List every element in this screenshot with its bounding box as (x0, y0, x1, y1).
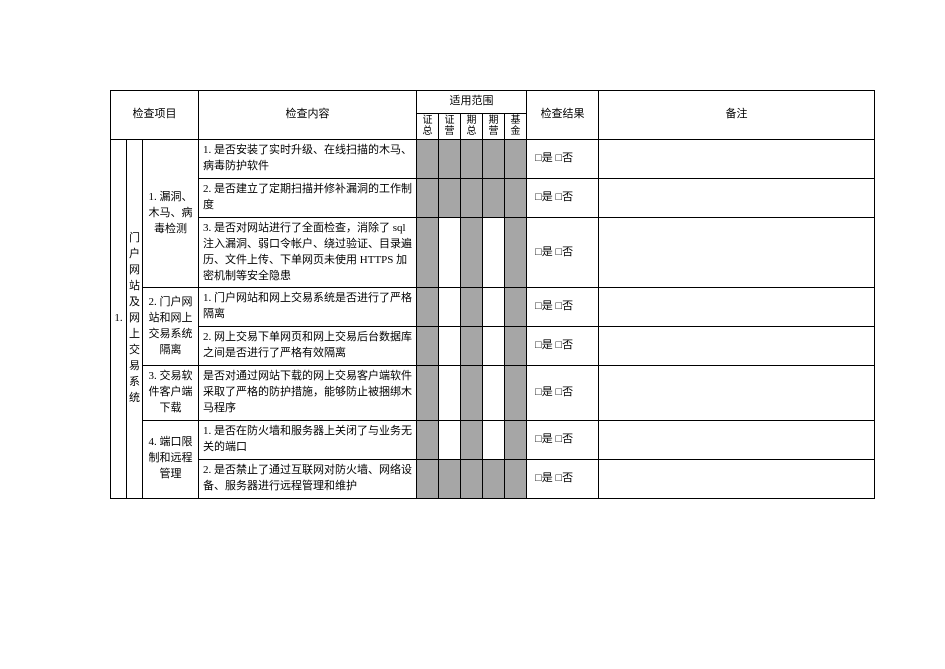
header-row-1: 检查项目 检查内容 适用范围 检查结果 备注 (111, 91, 875, 114)
table-row: 1. 门户网站及网上交易系统 1. 漏洞、木马、病毒检测 1. 是否安装了实时升… (111, 139, 875, 178)
remarks-cell (599, 178, 875, 217)
scope-cell (483, 421, 505, 460)
scope-cell (417, 366, 439, 421)
scope-cell (505, 217, 527, 288)
col-remarks: 备注 (599, 91, 875, 140)
remarks-cell (599, 139, 875, 178)
result-cell: □是 □否 (527, 459, 599, 498)
result-cell: □是 □否 (527, 139, 599, 178)
scope-cell (505, 366, 527, 421)
scope-cell (483, 139, 505, 178)
content-cell: 1. 是否安装了实时升级、在线扫描的木马、病毒防护软件 (199, 139, 417, 178)
scope-cell (417, 459, 439, 498)
scope-cell (505, 288, 527, 327)
table-row: 3. 是否对网站进行了全面检查，消除了 sql 注入漏洞、弱口令帐户、绕过验证、… (111, 217, 875, 288)
scope-cell (461, 139, 483, 178)
section-name: 门户网站及网上交易系统 (127, 139, 143, 498)
scope-cell (505, 178, 527, 217)
scope-cell (483, 217, 505, 288)
scope-cell (505, 139, 527, 178)
scope-cell (483, 459, 505, 498)
scope-cell (417, 288, 439, 327)
scope-cell (439, 217, 461, 288)
sub-4: 4. 端口限制和远程管理 (143, 421, 199, 499)
table-row: 2. 网上交易下单网页和网上交易后台数据库之间是否进行了严格有效隔离 □是 □否 (111, 327, 875, 366)
scope-cell (461, 421, 483, 460)
checklist-table: 检查项目 检查内容 适用范围 检查结果 备注 证总 证营 期总 期营 基金 1.… (110, 90, 875, 499)
remarks-cell (599, 421, 875, 460)
result-cell: □是 □否 (527, 178, 599, 217)
result-cell: □是 □否 (527, 288, 599, 327)
content-cell: 2. 是否建立了定期扫描并修补漏洞的工作制度 (199, 178, 417, 217)
scope-col-3: 期总 (461, 113, 483, 139)
scope-cell (505, 459, 527, 498)
scope-cell (505, 327, 527, 366)
sub-2: 2. 门户网站和网上交易系统隔离 (143, 288, 199, 366)
col-scope: 适用范围 (417, 91, 527, 114)
table-row: 3. 交易软件客户端下载 是否对通过网站下载的网上交易客户端软件采取了严格的防护… (111, 366, 875, 421)
result-cell: □是 □否 (527, 366, 599, 421)
scope-cell (417, 327, 439, 366)
remarks-cell (599, 366, 875, 421)
scope-col-2: 证营 (439, 113, 461, 139)
sub-1: 1. 漏洞、木马、病毒检测 (143, 139, 199, 288)
col-content: 检查内容 (199, 91, 417, 140)
remarks-cell (599, 327, 875, 366)
scope-cell (483, 288, 505, 327)
scope-cell (439, 178, 461, 217)
result-cell: □是 □否 (527, 217, 599, 288)
col-project: 检查项目 (111, 91, 199, 140)
scope-col-1: 证总 (417, 113, 439, 139)
section-number: 1. (111, 139, 127, 498)
scope-col-5: 基金 (505, 113, 527, 139)
scope-cell (439, 288, 461, 327)
scope-cell (461, 178, 483, 217)
content-cell: 是否对通过网站下载的网上交易客户端软件采取了严格的防护措施，能够防止被捆绑木马程… (199, 366, 417, 421)
scope-cell (439, 139, 461, 178)
scope-cell (461, 288, 483, 327)
result-cell: □是 □否 (527, 421, 599, 460)
scope-cell (439, 459, 461, 498)
scope-cell (417, 139, 439, 178)
scope-cell (461, 217, 483, 288)
scope-cell (483, 327, 505, 366)
scope-col-4: 期营 (483, 113, 505, 139)
scope-cell (417, 421, 439, 460)
content-cell: 1. 门户网站和网上交易系统是否进行了严格隔离 (199, 288, 417, 327)
scope-cell (483, 178, 505, 217)
scope-cell (439, 327, 461, 366)
scope-cell (461, 327, 483, 366)
scope-cell (439, 366, 461, 421)
sub-3: 3. 交易软件客户端下载 (143, 366, 199, 421)
scope-cell (461, 366, 483, 421)
scope-cell (505, 421, 527, 460)
table-row: 2. 是否建立了定期扫描并修补漏洞的工作制度 □是 □否 (111, 178, 875, 217)
scope-cell (483, 366, 505, 421)
remarks-cell (599, 459, 875, 498)
remarks-cell (599, 217, 875, 288)
content-cell: 1. 是否在防火墙和服务器上关闭了与业务无关的端口 (199, 421, 417, 460)
table-row: 2. 是否禁止了通过互联网对防火墙、网络设备、服务器进行远程管理和维护 □是 □… (111, 459, 875, 498)
content-cell: 2. 网上交易下单网页和网上交易后台数据库之间是否进行了严格有效隔离 (199, 327, 417, 366)
table-row: 4. 端口限制和远程管理 1. 是否在防火墙和服务器上关闭了与业务无关的端口 □… (111, 421, 875, 460)
scope-cell (439, 421, 461, 460)
scope-cell (417, 217, 439, 288)
scope-cell (417, 178, 439, 217)
result-cell: □是 □否 (527, 327, 599, 366)
content-cell: 3. 是否对网站进行了全面检查，消除了 sql 注入漏洞、弱口令帐户、绕过验证、… (199, 217, 417, 288)
remarks-cell (599, 288, 875, 327)
content-cell: 2. 是否禁止了通过互联网对防火墙、网络设备、服务器进行远程管理和维护 (199, 459, 417, 498)
col-result: 检查结果 (527, 91, 599, 140)
scope-cell (461, 459, 483, 498)
table-row: 2. 门户网站和网上交易系统隔离 1. 门户网站和网上交易系统是否进行了严格隔离… (111, 288, 875, 327)
